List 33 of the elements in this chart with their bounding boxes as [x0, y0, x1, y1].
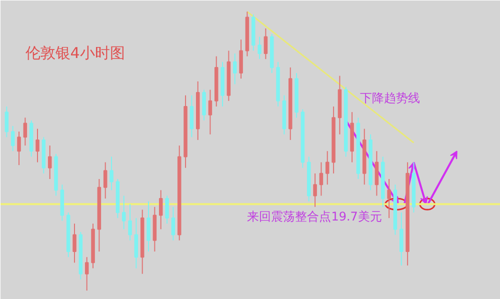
- candlestick: [84, 256, 89, 292]
- text: 伦敦银4小时图: [25, 44, 125, 62]
- candlestick: [165, 195, 169, 224]
- candlestick: [319, 162, 324, 196]
- candlestick: [103, 162, 108, 200]
- candlestick: [4, 106, 9, 138]
- annotation: 下降趋势线: [360, 91, 420, 106]
- candlestick: [134, 218, 138, 269]
- candlestick: [264, 28, 268, 60]
- candlestick: [128, 204, 132, 241]
- candlestick: [17, 131, 21, 166]
- candlestick: [239, 39, 243, 80]
- candlestick: [48, 145, 52, 180]
- candlestick: [122, 195, 126, 230]
- candlestick: [208, 89, 212, 135]
- candlestick: [23, 117, 28, 146]
- candlestick: [202, 89, 206, 121]
- candlestick: [190, 94, 194, 138]
- candlestick: [158, 190, 163, 230]
- candlestick: [325, 150, 330, 186]
- candlestick: [232, 52, 237, 85]
- candlestick: [387, 178, 391, 219]
- candlestick: [400, 212, 404, 266]
- ref-line-label: 来回震荡整合点19.7美元: [247, 210, 382, 224]
- candlestick: [374, 150, 379, 196]
- candlestick: [258, 36, 262, 60]
- candlestick: [171, 206, 176, 241]
- candlestick: [72, 223, 76, 264]
- candlestick: [313, 172, 317, 208]
- candlestick: [10, 126, 15, 152]
- candlestick: [36, 128, 40, 163]
- candlestick: [110, 156, 114, 191]
- candlestick: [146, 200, 150, 252]
